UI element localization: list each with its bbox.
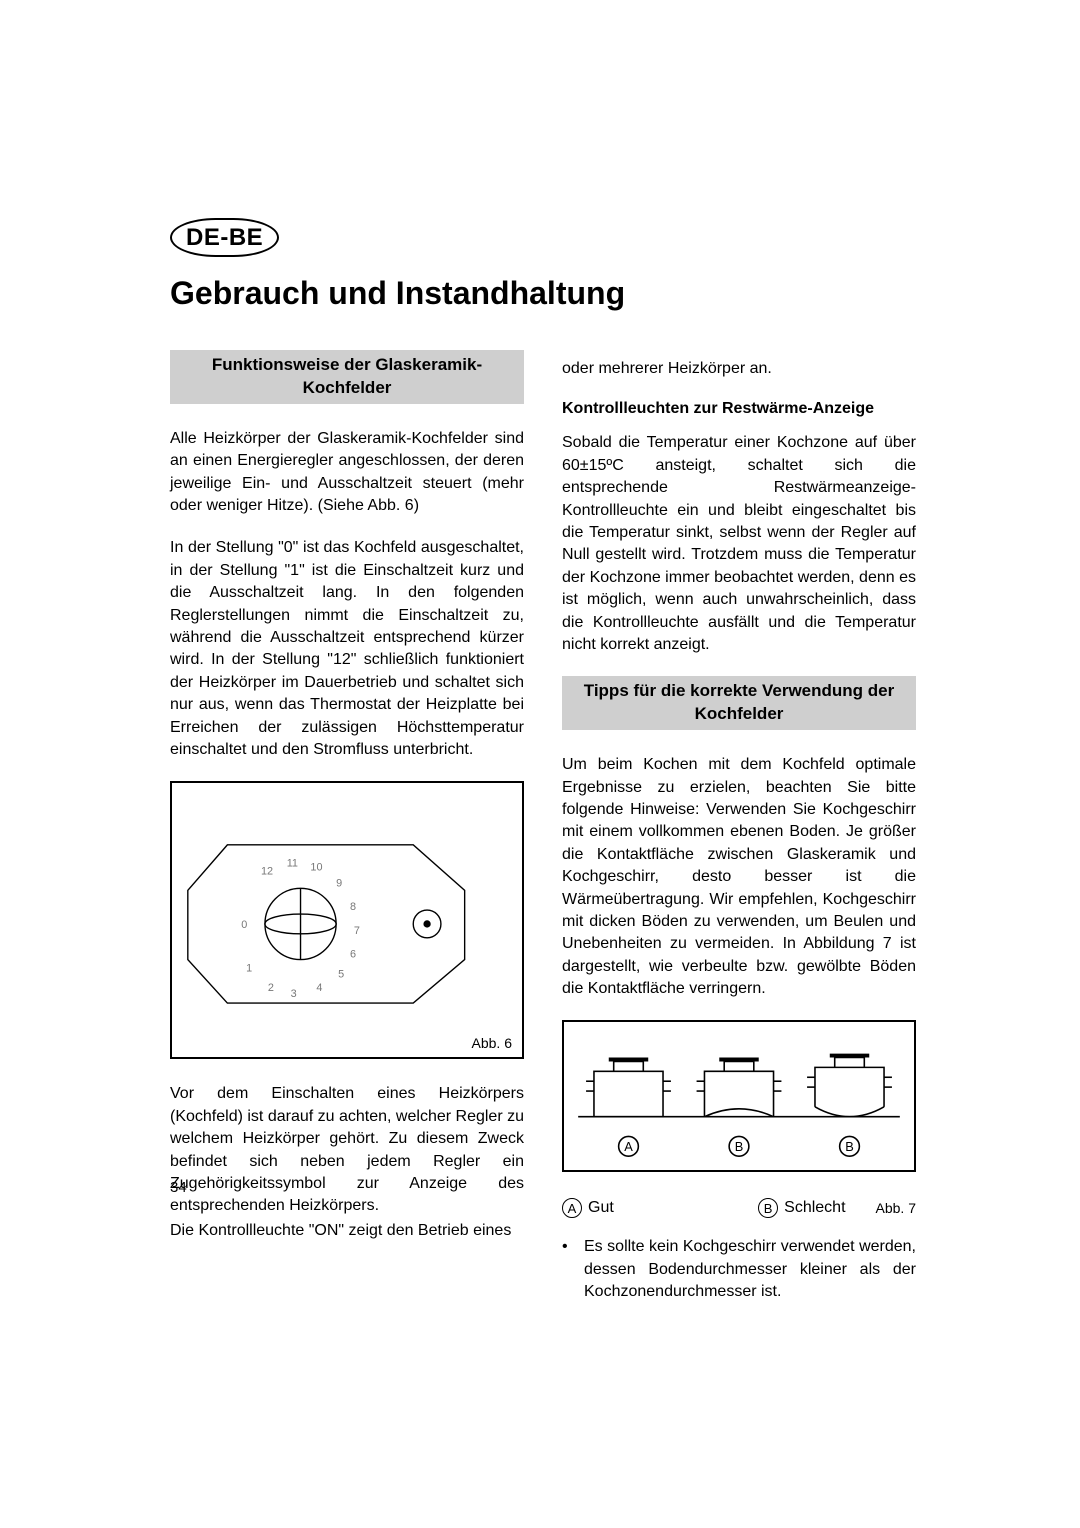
page-number: 34: [170, 1179, 187, 1196]
sub-heading-indicator: Kontrollleuchten zur Restwärme-Anzeige: [562, 400, 916, 418]
svg-text:A: A: [624, 1140, 633, 1155]
page-title: Gebrauch und Instandhaltung: [170, 275, 916, 312]
svg-text:10: 10: [310, 862, 322, 874]
dial-diagram: 0 1 2 3 4 5 6 7 8 9 10 11 12: [172, 783, 522, 1057]
svg-text:B: B: [845, 1140, 854, 1155]
language-badge: DE-BE: [170, 218, 279, 257]
paragraph: In der Stellung "0" ist das Kochfeld aus…: [170, 537, 524, 761]
svg-text:2: 2: [268, 983, 274, 995]
svg-text:6: 6: [350, 949, 356, 961]
legend-letter-b: B: [758, 1198, 778, 1218]
bullet-text: Es sollte kein Kochgeschirr verwendet we…: [584, 1236, 916, 1303]
svg-text:5: 5: [338, 969, 344, 981]
figure-caption: Abb. 6: [472, 1035, 512, 1051]
svg-text:B: B: [735, 1140, 744, 1155]
section-heading-tips: Tipps für die korrekte Verwendung der Ko…: [562, 676, 916, 730]
svg-text:3: 3: [291, 988, 297, 1000]
bullet-icon: •: [562, 1236, 584, 1303]
paragraph: Um beim Kochen mit dem Kochfeld optimale…: [562, 754, 916, 1000]
figure-7-legend: A Gut B Schlecht Abb. 7: [562, 1196, 916, 1218]
svg-text:1: 1: [246, 963, 252, 975]
figure-7: A B B: [562, 1020, 916, 1172]
legend-text-gut: Gut: [588, 1199, 614, 1217]
section-heading-function: Funktionsweise der Glaskeramik-Kochfelde…: [170, 350, 524, 404]
paragraph: Alle Heizkörper der Glaskeramik-Kochfeld…: [170, 428, 524, 518]
svg-text:9: 9: [336, 878, 342, 890]
svg-text:7: 7: [354, 925, 360, 937]
paragraph: Vor dem Einschalten eines Heizkörpers (K…: [170, 1083, 524, 1217]
paragraph: Sobald die Temperatur einer Kochzone auf…: [562, 432, 916, 656]
legend-letter-a: A: [562, 1198, 582, 1218]
svg-text:4: 4: [316, 983, 322, 995]
bullet-item: • Es sollte kein Kochgeschirr verwendet …: [562, 1236, 916, 1303]
paragraph: Die Kontrollleuchte "ON" zeigt den Betri…: [170, 1220, 524, 1242]
figure-caption: Abb. 7: [876, 1200, 916, 1216]
svg-text:8: 8: [350, 901, 356, 913]
left-column: Funktionsweise der Glaskeramik-Kochfelde…: [170, 350, 524, 1304]
figure-6: 0 1 2 3 4 5 6 7 8 9 10 11 12 Abb. 6: [170, 781, 524, 1059]
legend-text-schlecht: Schlecht: [784, 1199, 845, 1217]
right-column: oder mehrerer Heizkörper an. Kontrollleu…: [562, 350, 916, 1304]
content-columns: Funktionsweise der Glaskeramik-Kochfelde…: [170, 350, 916, 1304]
svg-text:12: 12: [261, 866, 273, 878]
paragraph: oder mehrerer Heizkörper an.: [562, 358, 916, 380]
svg-text:0: 0: [241, 919, 247, 931]
svg-text:11: 11: [287, 858, 298, 870]
pot-diagram: A B B: [564, 1022, 914, 1170]
